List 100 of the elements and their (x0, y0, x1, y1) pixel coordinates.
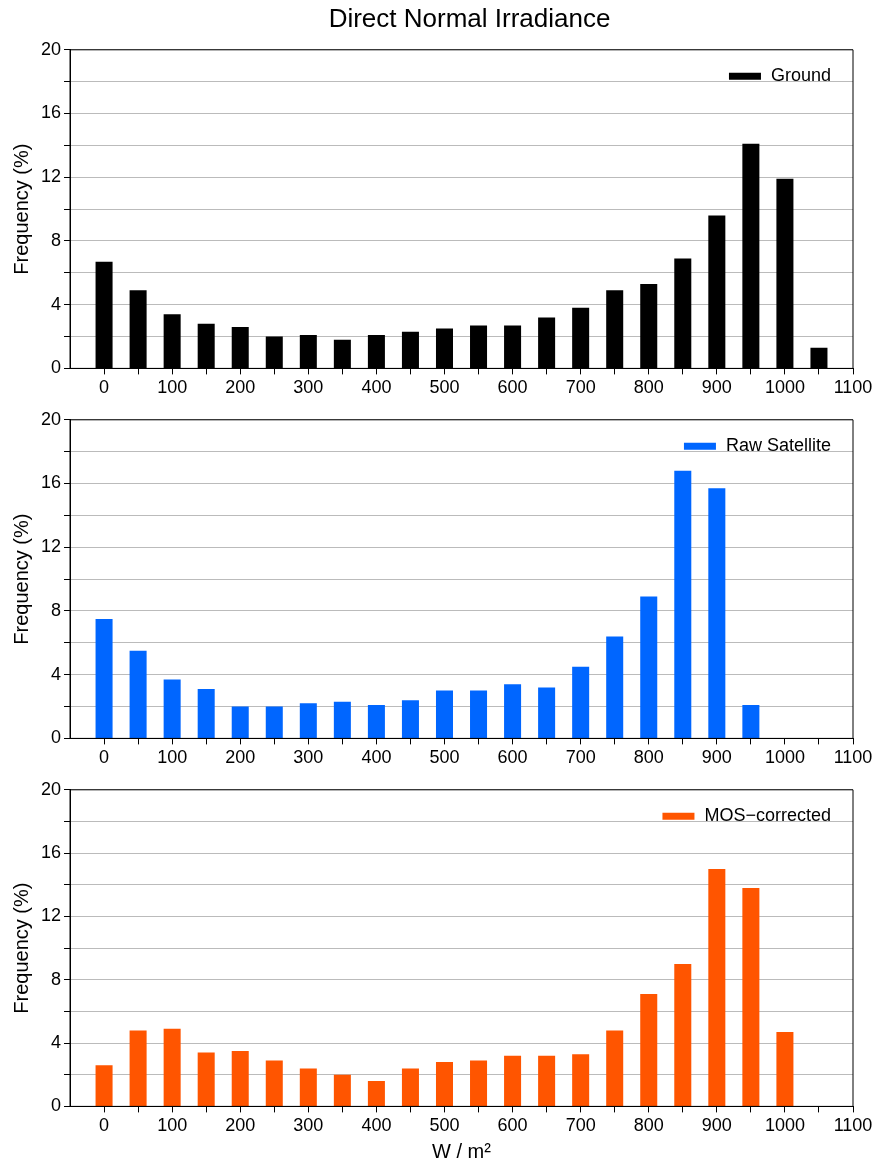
x-tick-label: 500 (429, 377, 460, 398)
x-tick-label: 400 (361, 377, 392, 398)
x-tick-label: 1000 (764, 377, 805, 398)
x-tick-label: 900 (701, 1115, 732, 1136)
x-tick-label: 100 (157, 1115, 188, 1136)
legend-label: Ground (770, 64, 832, 85)
x-tick-label: 600 (497, 377, 528, 398)
y-tick-label: 12 (40, 166, 62, 187)
y-tick-label: 16 (40, 102, 62, 123)
y-tick-label: 20 (40, 778, 62, 799)
x-tick-label: 1100 (833, 1115, 873, 1136)
bar (299, 1068, 317, 1106)
bar (129, 1030, 147, 1106)
bar (265, 1060, 283, 1106)
y-tick-label: 0 (51, 727, 62, 748)
x-tick-label: 700 (565, 1115, 596, 1136)
y-tick-label: 20 (40, 408, 62, 429)
bar (367, 704, 385, 738)
bar (333, 1074, 351, 1106)
x-tick-label: 800 (633, 1115, 664, 1136)
x-tick-label: 700 (565, 377, 596, 398)
chart-title: Direct Normal Irradiance (327, 2, 612, 35)
x-tick-label: 500 (429, 1115, 460, 1136)
bar (367, 1081, 385, 1106)
x-tick-label: 1000 (764, 747, 805, 768)
bar (606, 1030, 624, 1106)
x-tick-label: 1000 (764, 1115, 805, 1136)
y-tick-label: 16 (40, 472, 62, 493)
y-axis-title: Frequency (%) (9, 143, 32, 275)
x-tick-label: 0 (99, 377, 110, 398)
bar (95, 618, 113, 738)
bar (231, 1050, 249, 1106)
x-tick-label: 200 (225, 747, 256, 768)
bar (197, 1052, 215, 1106)
x-tick-label: 400 (361, 747, 392, 768)
x-tick-label: 300 (293, 747, 324, 768)
bar (163, 1028, 181, 1106)
x-tick-label: 0 (99, 1115, 110, 1136)
x-tick-label: 100 (157, 747, 188, 768)
bar (333, 701, 351, 738)
y-tick-label: 12 (40, 536, 62, 557)
bar (504, 684, 522, 738)
bar (742, 704, 760, 738)
y-tick-label: 0 (51, 1095, 62, 1116)
x-tick-label: 300 (293, 1115, 324, 1136)
bar (572, 666, 590, 738)
y-tick-label: 12 (40, 905, 62, 926)
y-tick-label: 8 (51, 968, 62, 989)
y-tick-label: 4 (51, 1032, 62, 1053)
y-tick-label: 20 (40, 38, 62, 59)
bar (401, 1068, 419, 1106)
x-tick-label: 700 (565, 747, 596, 768)
bar (231, 706, 249, 738)
bar (435, 690, 453, 738)
y-tick-label: 4 (51, 293, 62, 314)
bar (299, 703, 317, 738)
bar (435, 1062, 453, 1106)
x-tick-label: 800 (633, 747, 664, 768)
y-tick-label: 8 (51, 599, 62, 620)
y-axis-title: Frequency (%) (9, 513, 32, 645)
legend-label: Raw Satellite (725, 434, 831, 455)
x-tick-label: 0 (99, 747, 110, 768)
bar (674, 470, 692, 738)
bar (401, 700, 419, 738)
bar (538, 687, 556, 738)
bar (538, 1055, 556, 1106)
bar (742, 887, 760, 1106)
legend-label: MOS−corrected (704, 804, 831, 825)
x-tick-label: 600 (497, 1115, 528, 1136)
x-axis-title: W / m² (432, 1139, 492, 1162)
bar (572, 1054, 590, 1106)
y-tick-label: 0 (51, 357, 62, 378)
x-tick-label: 200 (225, 1115, 256, 1136)
bar (708, 868, 726, 1106)
y-axis-title: Frequency (%) (9, 882, 32, 1014)
bar (504, 1055, 522, 1106)
bar (470, 690, 488, 738)
x-tick-label: 1100 (833, 747, 873, 768)
bar (708, 488, 726, 738)
y-tick-label: 16 (40, 842, 62, 863)
bar (197, 689, 215, 738)
y-tick-label: 4 (51, 663, 62, 684)
x-tick-label: 300 (293, 377, 324, 398)
x-tick-label: 500 (429, 747, 460, 768)
x-tick-label: 400 (361, 1115, 392, 1136)
bar (674, 963, 692, 1106)
bar (640, 596, 658, 738)
x-tick-label: 1100 (833, 377, 873, 398)
y-tick-label: 8 (51, 229, 62, 250)
bar (776, 1032, 794, 1106)
bar (95, 1065, 113, 1106)
bar (129, 650, 147, 738)
x-tick-label: 200 (225, 377, 256, 398)
x-tick-label: 800 (633, 377, 664, 398)
bar (640, 994, 658, 1106)
x-tick-label: 100 (157, 377, 188, 398)
bar (163, 679, 181, 738)
bar (470, 1060, 488, 1106)
x-tick-label: 900 (701, 747, 732, 768)
x-tick-label: 600 (497, 747, 528, 768)
